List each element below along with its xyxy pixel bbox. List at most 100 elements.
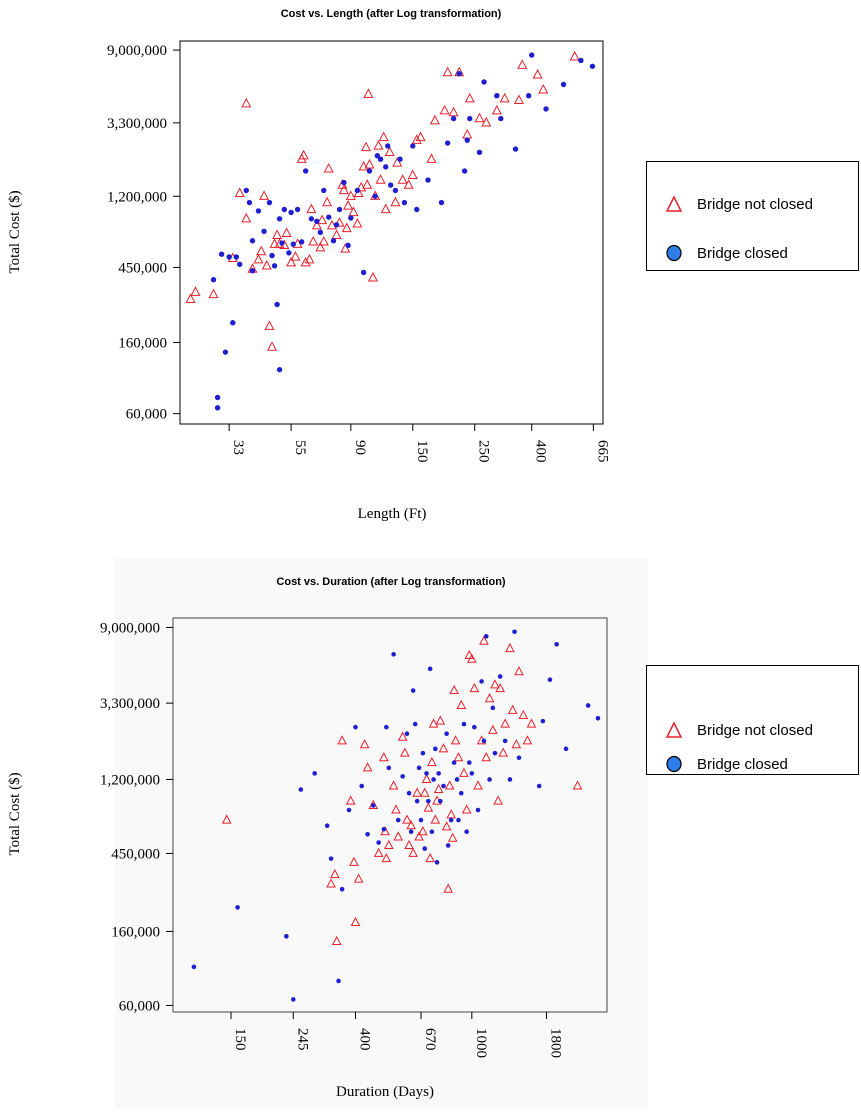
point-bridge-closed (308, 216, 315, 222)
point-bridge-closed (492, 750, 498, 756)
chart-title: Cost vs. Duration (after Log transformat… (276, 576, 506, 588)
point-bridge-not-closed (511, 739, 522, 749)
x-tick-label: 150 (232, 1028, 248, 1051)
point-bridge-not-closed (290, 251, 301, 261)
point-bridge-closed (502, 738, 508, 744)
point-bridge-closed (360, 269, 367, 276)
point-bridge-closed (451, 760, 457, 765)
plot-frame (172, 617, 608, 1013)
legend: Bridge not closed Bridge closed (646, 665, 859, 775)
point-bridge-not-closed (469, 682, 480, 693)
point-bridge-not-closed (500, 718, 510, 728)
point-bridge-not-closed (473, 780, 483, 790)
point-bridge-closed (374, 152, 381, 159)
point-bridge-closed (294, 206, 301, 213)
point-bridge-not-closed (493, 795, 503, 805)
point-bridge-not-closed (306, 203, 317, 214)
point-bridge-closed (290, 997, 296, 1002)
point-bridge-not-closed (380, 203, 391, 214)
triangle-icon (665, 195, 683, 212)
point-bridge-closed (437, 798, 443, 804)
point-bridge-closed (237, 261, 243, 267)
point-bridge-closed (400, 774, 405, 779)
point-bridge-not-closed (444, 780, 455, 790)
point-bridge-closed (386, 765, 392, 771)
x-tick-label: 1800 (547, 1028, 563, 1058)
point-bridge-closed (410, 143, 416, 149)
point-bridge-not-closed (185, 293, 196, 303)
point-bridge-not-closed (384, 146, 395, 156)
point-bridge-not-closed (331, 229, 342, 240)
point-bridge-not-closed (331, 935, 342, 946)
point-bridge-closed (464, 829, 469, 835)
point-bridge-not-closed (412, 787, 422, 797)
point-bridge-closed (490, 705, 496, 711)
point-bridge-not-closed (428, 718, 439, 728)
x-axis-label: Length (Ft) (358, 506, 427, 522)
point-bridge-closed (404, 731, 410, 737)
point-bridge-closed (547, 677, 553, 683)
point-bridge-closed (345, 242, 351, 249)
legend-item-not-closed: Bridge not closed (665, 192, 813, 216)
point-bridge-not-closed (323, 162, 334, 173)
point-bridge-not-closed (403, 179, 414, 189)
point-bridge-closed (507, 777, 513, 782)
point-bridge-closed (424, 771, 429, 776)
point-bridge-closed (235, 905, 240, 910)
point-bridge-not-closed (400, 747, 410, 757)
point-bridge-not-closed (391, 804, 401, 814)
y-tick-label: 3,300,000 (100, 696, 160, 712)
point-bridge-closed (314, 218, 320, 224)
y-tick-label: 450,000 (111, 846, 160, 862)
point-bridge-closed (434, 860, 440, 865)
point-bridge-not-closed (353, 873, 364, 883)
point-bridge-not-closed (426, 153, 437, 163)
point-bridge-not-closed (526, 718, 537, 728)
point-bridge-not-closed (362, 179, 373, 189)
point-bridge-closed (425, 177, 431, 183)
point-bridge-not-closed (450, 735, 461, 745)
point-bridge-not-closed (406, 820, 416, 830)
y-tick-label: 9,000,000 (107, 43, 167, 59)
point-bridge-not-closed (392, 157, 403, 167)
point-bridge-not-closed (281, 227, 292, 237)
point-bridge-not-closed (513, 94, 524, 105)
point-bridge-not-closed (505, 642, 515, 653)
point-bridge-not-closed (304, 253, 315, 264)
point-bridge-not-closed (338, 184, 349, 195)
point-bridge-closed (418, 817, 424, 823)
point-bridge-closed (481, 738, 487, 744)
point-bridge-closed (578, 57, 584, 64)
point-bridge-closed (454, 777, 460, 782)
point-bridge-closed (321, 187, 327, 194)
point-bridge-closed (414, 798, 420, 804)
point-bridge-not-closed (315, 241, 326, 252)
point-bridge-not-closed (298, 149, 309, 160)
point-bridge-not-closed (352, 217, 363, 228)
point-bridge-closed (467, 115, 473, 122)
point-bridge-not-closed (378, 131, 389, 142)
point-bridge-not-closed (462, 128, 473, 139)
point-bridge-not-closed (364, 158, 375, 169)
point-bridge-not-closed (438, 743, 449, 753)
point-bridge-not-closed (261, 259, 272, 270)
point-bridge-closed (269, 252, 275, 259)
point-bridge-closed (458, 790, 464, 796)
point-bridge-closed (529, 52, 535, 58)
point-bridge-not-closed (190, 286, 201, 296)
x-axis: 150 245 400 670 1000 1800 (230, 1012, 563, 1058)
point-bridge-closed (444, 731, 449, 737)
point-bridge-closed (483, 634, 489, 639)
point-bridge-closed (445, 843, 451, 848)
point-bridge-closed (376, 840, 381, 845)
point-bridge-closed (276, 216, 283, 222)
point-bridge-closed (494, 92, 500, 99)
point-bridge-closed (381, 826, 387, 832)
point-bridge-closed (377, 156, 384, 162)
point-bridge-closed (288, 209, 294, 216)
plot-frame (179, 40, 604, 425)
point-bridge-closed (397, 156, 403, 162)
circle-icon (666, 755, 682, 773)
point-bridge-not-closed (253, 253, 264, 264)
point-bridge-closed (312, 771, 317, 776)
